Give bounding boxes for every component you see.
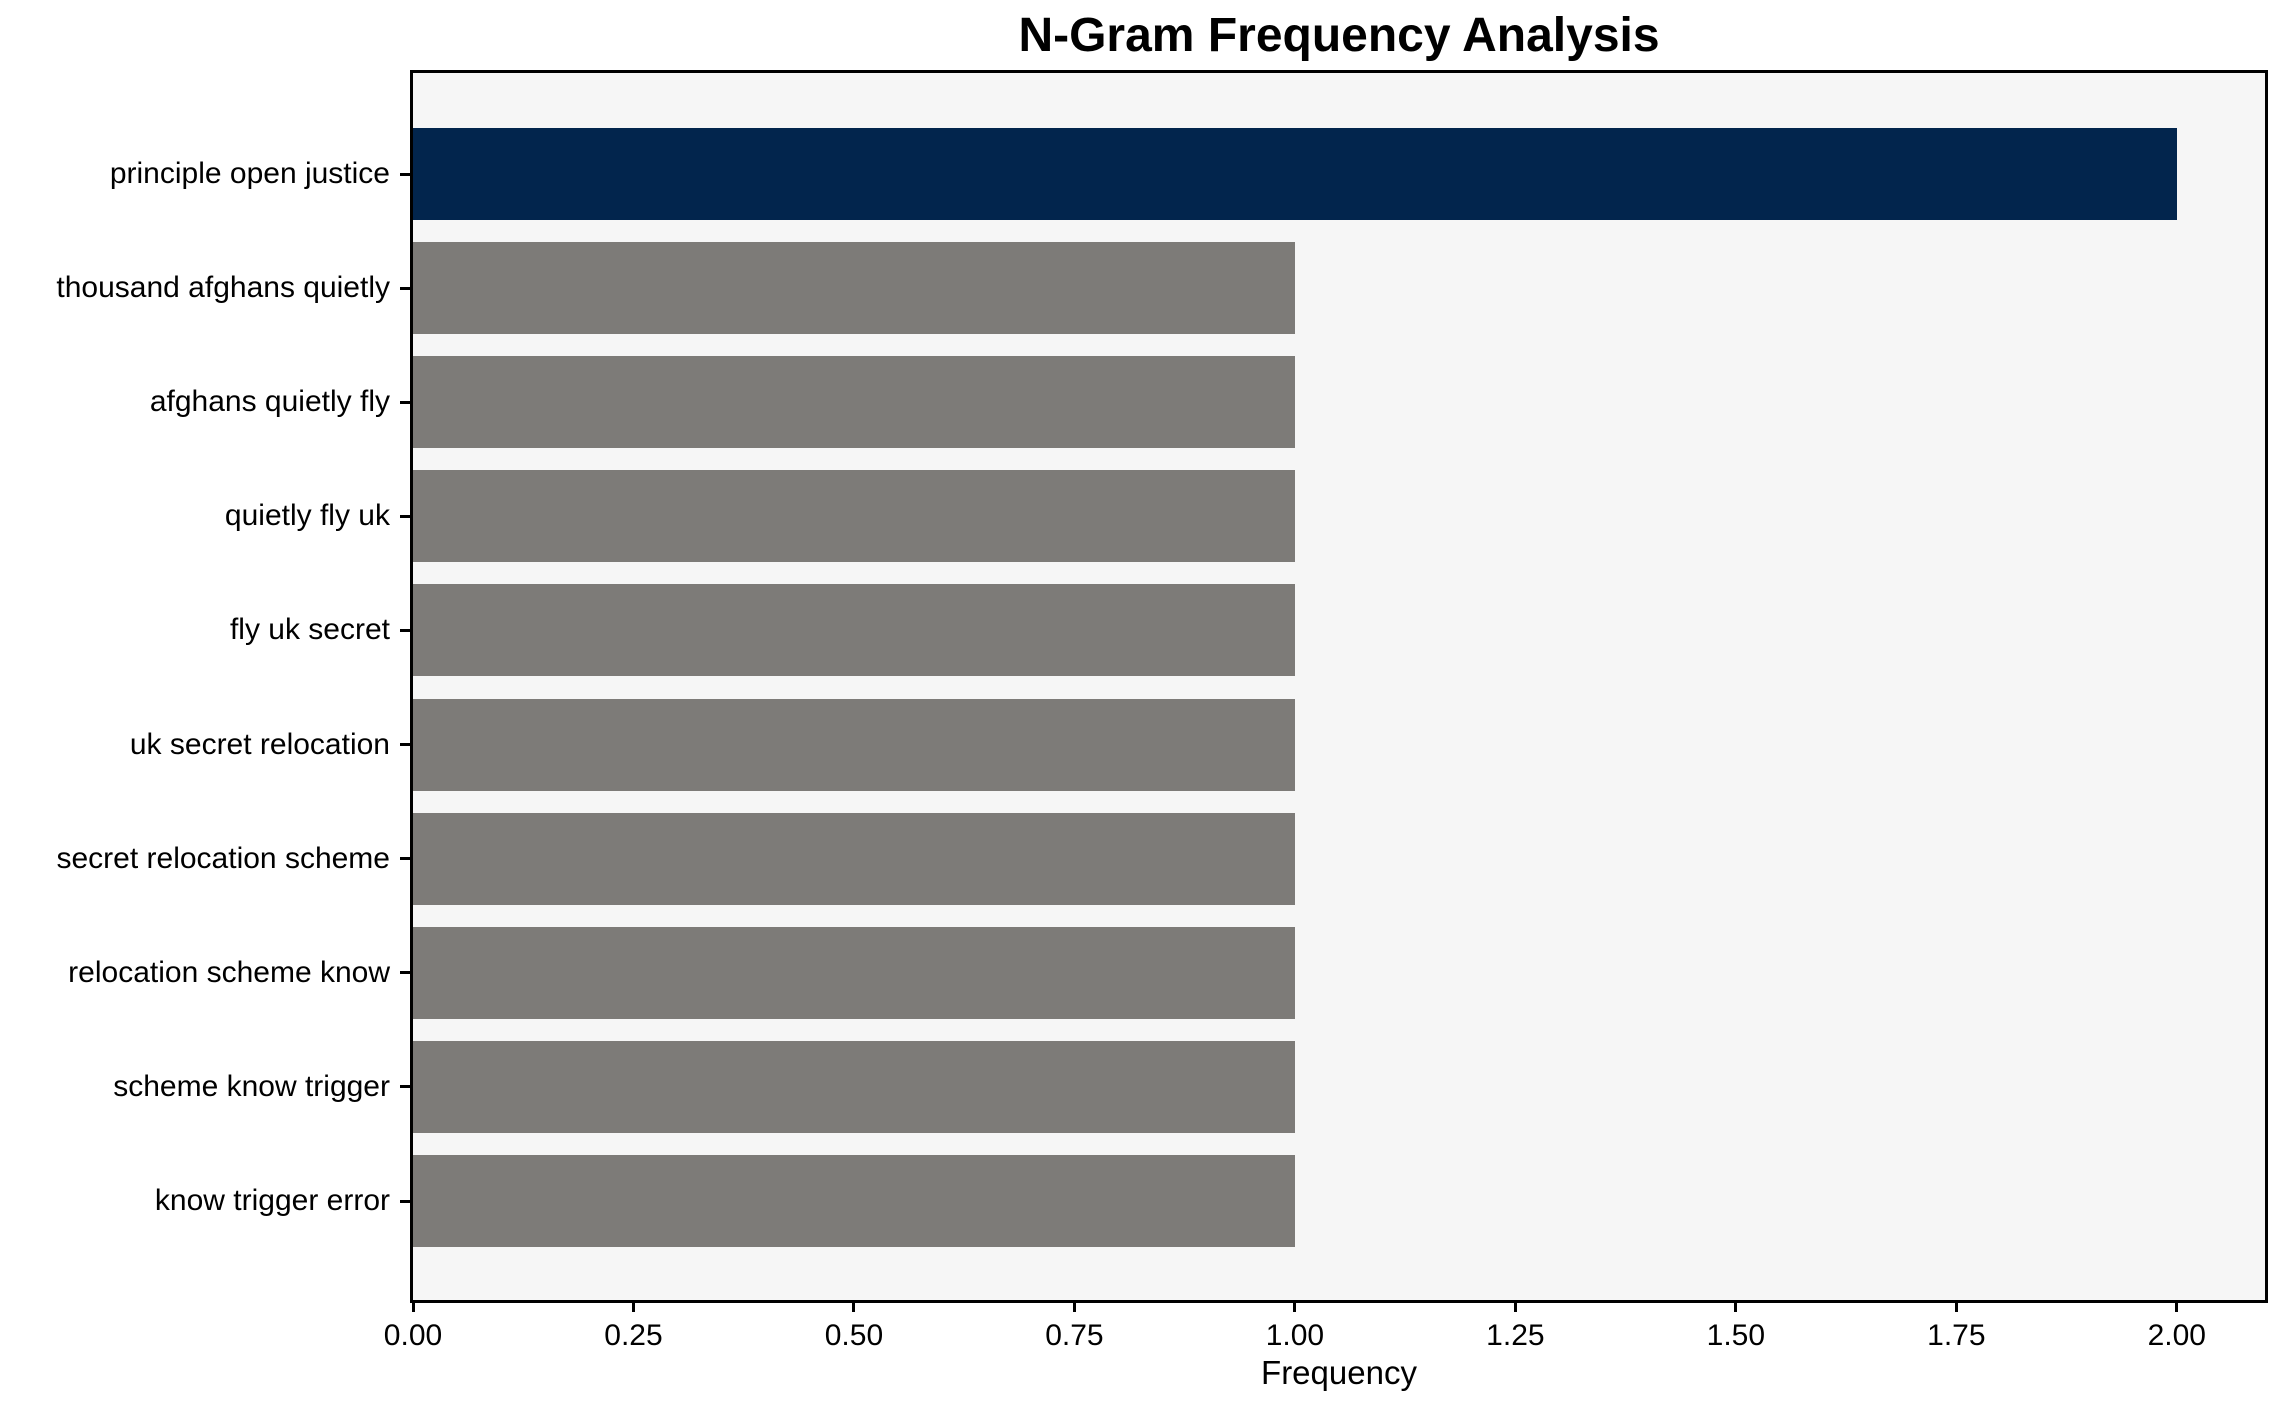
x-tick-label: 2.00 [2147, 1319, 2206, 1352]
x-tick-label: 1.50 [1706, 1319, 1766, 1352]
bar [413, 1155, 1295, 1247]
y-tick-mark [400, 286, 410, 290]
y-tick-label: principle open justice [109, 157, 390, 190]
bar [413, 470, 1295, 563]
y-tick-label: scheme know trigger [113, 1069, 390, 1103]
y-tick-mark [400, 743, 410, 747]
x-tick-label: 1.25 [1486, 1319, 1545, 1352]
x-tick-label: 1.75 [1927, 1319, 1986, 1352]
x-axis-title: Frequency [1261, 1354, 1417, 1391]
y-tick-label: quietly fly uk [224, 499, 390, 533]
x-tick-mark [1072, 1303, 1076, 1312]
y-tick-mark [400, 857, 410, 861]
bar [413, 584, 1295, 677]
y-tick-label: fly uk secret [229, 613, 390, 647]
bar [413, 128, 2177, 220]
bar [413, 1040, 1295, 1133]
y-tick-mark [400, 400, 410, 404]
y-tick-label: relocation scheme know [68, 955, 390, 989]
y-tick-mark [400, 628, 410, 632]
y-tick-label: uk secret relocation [129, 727, 390, 761]
y-tick-label: afghans quietly fly [149, 385, 390, 419]
bar [413, 698, 1295, 791]
plot-area [410, 70, 2268, 1303]
bar [413, 356, 1295, 449]
bar [413, 242, 1295, 335]
x-tick-mark [1513, 1303, 1517, 1312]
y-tick-label: thousand afghans quietly [56, 271, 390, 305]
x-tick-mark [1734, 1303, 1738, 1312]
bar [413, 812, 1295, 905]
y-tick-mark [400, 1199, 410, 1203]
x-tick-mark [852, 1303, 856, 1312]
x-tick-label: 0.50 [824, 1319, 884, 1352]
x-tick-mark [1293, 1303, 1297, 1312]
y-tick-label: know trigger error [154, 1184, 390, 1217]
x-tick-label: 0.25 [604, 1319, 663, 1352]
chart-title: N-Gram Frequency Analysis [1018, 9, 1660, 62]
x-tick-label: 0.75 [1045, 1319, 1104, 1352]
y-tick-mark [400, 172, 410, 176]
x-tick-mark [631, 1303, 635, 1312]
x-tick-label: 0.00 [383, 1319, 443, 1352]
y-tick-mark [400, 971, 410, 975]
y-tick-mark [400, 514, 410, 518]
x-tick-mark [411, 1303, 415, 1312]
x-tick-mark [1954, 1303, 1958, 1312]
y-tick-label: secret relocation scheme [56, 841, 391, 875]
bar [413, 926, 1295, 1019]
y-tick-mark [400, 1085, 410, 1089]
x-tick-label: 1.00 [1265, 1319, 1325, 1352]
x-tick-mark [2175, 1303, 2179, 1312]
